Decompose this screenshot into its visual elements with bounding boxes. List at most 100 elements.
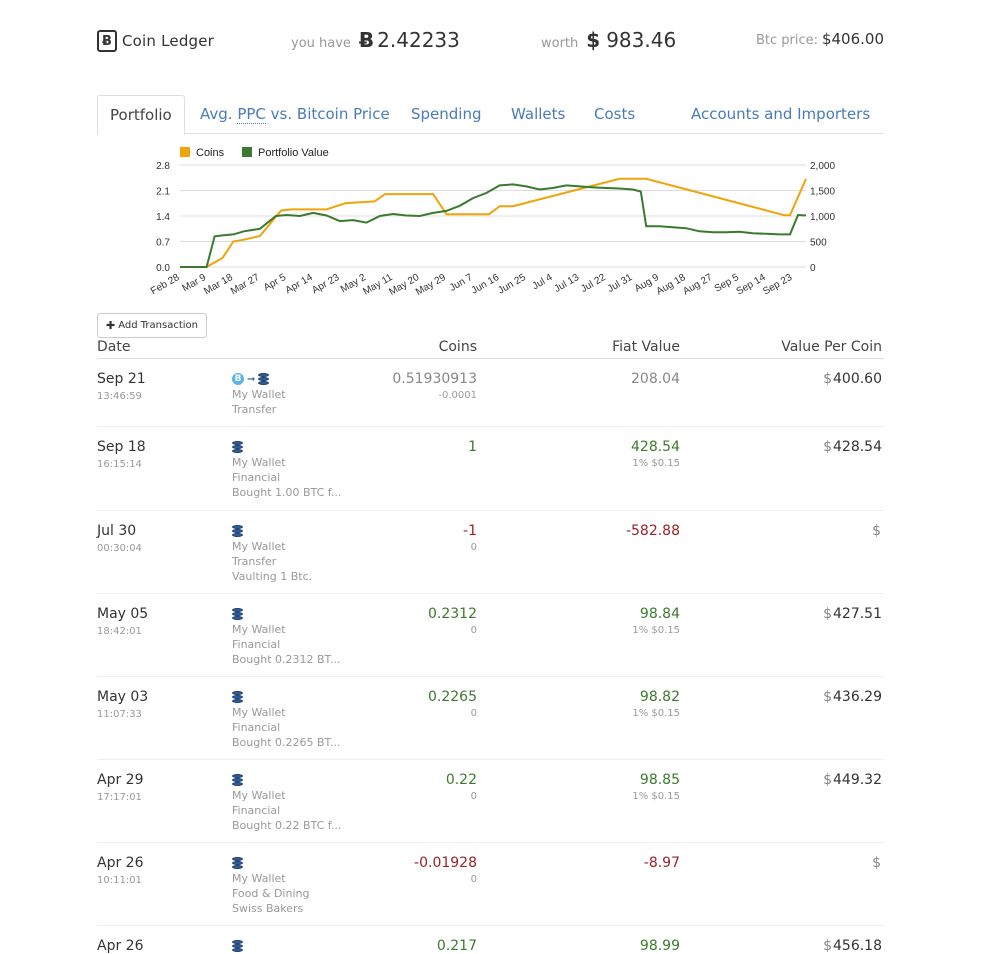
row-coins: 0.2265 — [428, 689, 477, 705]
tab-accounts-importers[interactable]: Accounts and Importers — [691, 95, 870, 134]
row-coins-fee: 0 — [470, 791, 477, 802]
description-line: My Wallet — [232, 388, 286, 401]
description-line: My Wallet — [232, 540, 286, 553]
row-value-per-coin: $ — [872, 523, 882, 539]
tab-spending[interactable]: Spending — [411, 95, 482, 134]
row-description — [232, 938, 243, 954]
legend-swatch-portfolio — [242, 147, 252, 157]
y-right-tick-label: 2,000 — [810, 161, 835, 172]
coins-series-line — [180, 177, 807, 268]
row-fiat: 98.84 — [639, 606, 680, 622]
x-tick-label: Mar 27 — [229, 272, 262, 297]
wallet-coins-icon — [232, 441, 243, 453]
x-tick-label: Feb 28 — [149, 272, 182, 297]
description-line: Swiss Bakers — [232, 902, 304, 915]
row-icons — [232, 523, 312, 539]
row-vpc-value: 436.29 — [833, 689, 882, 705]
description-line: Bought 0.2312 BT... — [232, 653, 341, 666]
row-value-per-coin: $436.29 — [823, 689, 882, 705]
table-row[interactable]: Jul 30 00:30:04 My Wallet Transfer Vaulting … — [97, 511, 884, 594]
x-tick-label: Apr 14 — [284, 272, 315, 296]
y-right-tick-label: 1,000 — [810, 212, 835, 223]
table-row[interactable]: Apr 26 0.217 98.99 $456.18 — [97, 926, 884, 954]
tab-costs-label: Costs — [594, 105, 636, 123]
row-fiat: 98.85 — [639, 772, 680, 788]
row-fiat-fee: 1% $0.15 — [632, 708, 680, 719]
tab-costs[interactable]: Costs — [594, 95, 635, 134]
portfolio-chart: 0.0 0.7 1.4 2.1 2.8 0 500 1,000 1,500 2,000 Feb 28… — [140, 140, 860, 308]
wallet-coins-icon — [232, 525, 243, 537]
dollar-sign: $ — [823, 371, 832, 387]
description-line: Food & Dining — [232, 887, 310, 900]
header-value-per-coin[interactable]: Value Per Coin — [781, 339, 882, 355]
btc-price-label: Btc price: — [755, 33, 818, 48]
row-icons — [232, 772, 341, 788]
row-value-per-coin: $400.60 — [823, 371, 882, 387]
row-fiat-fee: 1% $0.15 — [632, 625, 680, 636]
bitcoin-logo-icon: Ƀ — [97, 30, 117, 52]
table-header: Date Coins Fiat Value Value Per Coin — [97, 338, 884, 359]
row-fiat: 98.82 — [639, 689, 680, 705]
dollar-sign: $ — [823, 606, 832, 622]
x-tick-label: Jul 31 — [606, 272, 635, 295]
row-fiat-fee: 1% $0.15 — [632, 791, 680, 802]
row-coins-fee: 0 — [470, 874, 477, 885]
dollar-icon: $ — [586, 28, 601, 52]
add-transaction-label: Add Transaction — [118, 320, 198, 331]
row-vpc-value: 456.18 — [833, 938, 882, 954]
tab-avg-ppc-suffix: vs. Bitcoin Price — [265, 105, 390, 123]
row-time: 18:42:01 — [97, 626, 142, 637]
row-coins: 0.217 — [436, 938, 477, 954]
header-date[interactable]: Date — [97, 339, 131, 355]
tab-avg-ppc-prefix: Avg. — [200, 105, 238, 123]
wallet-coins-icon — [258, 373, 270, 385]
x-tick-label: May 29 — [414, 272, 448, 298]
row-time: 10:11:01 — [97, 875, 142, 886]
description-line: Bought 0.22 BTC f... — [232, 819, 342, 832]
table-row[interactable]: May 05 18:42:01 My Wallet Financial Bought 0… — [97, 594, 884, 677]
tab-wallets[interactable]: Wallets — [511, 95, 565, 134]
row-vpc-value: 427.51 — [833, 606, 882, 622]
brand[interactable]: Ƀ Coin Ledger — [97, 30, 214, 52]
row-coins-fee: 0 — [470, 542, 477, 553]
row-fiat-fee: 1% $0.15 — [632, 458, 680, 469]
y-left-tick-label: 2.1 — [156, 187, 170, 198]
table-row[interactable]: May 03 11:07:33 My Wallet Financial Bought 0… — [97, 677, 884, 760]
description-line: My Wallet — [232, 789, 286, 802]
row-fiat: 428.54 — [631, 439, 680, 455]
description-line: My Wallet — [232, 872, 286, 885]
header-fiat[interactable]: Fiat Value — [612, 339, 680, 355]
row-fiat: -582.88 — [625, 523, 680, 539]
table-row[interactable]: Sep 18 16:15:14 My Wallet Financial Bought 1… — [97, 427, 884, 511]
table-row[interactable]: Sep 21 13:46:59 B ➞ My Wallet Transfer 0.51930… — [97, 359, 884, 427]
row-time: 16:15:14 — [97, 459, 142, 470]
description-line: My Wallet — [232, 623, 286, 636]
description-line: Bought 0.2265 BT... — [232, 736, 341, 749]
table-row[interactable]: Apr 26 10:11:01 My Wallet Food & Dining Swis… — [97, 843, 884, 926]
tab-avg-ppc[interactable]: Avg. PPC vs. Bitcoin Price — [200, 95, 390, 134]
x-tick-label: Mar 18 — [202, 272, 235, 297]
row-value-per-coin: $456.18 — [823, 938, 882, 954]
y-right-tick-label: 500 — [810, 238, 827, 249]
arrow-right-icon: ➞ — [247, 373, 256, 385]
row-coins: 0.51930913 — [392, 371, 477, 387]
row-description: B ➞ My Wallet Transfer — [232, 371, 286, 417]
ppc-abbr: PPC — [237, 105, 266, 124]
x-tick-label: Jul 22 — [579, 272, 608, 295]
table-row[interactable]: Apr 29 17:17:01 My Wallet Financial Bought 0… — [97, 760, 884, 843]
description-line: Transfer — [232, 555, 277, 568]
description-line: Bought 1.00 BTC f... — [232, 486, 342, 499]
add-transaction-button[interactable]: ✚ Add Transaction — [97, 313, 207, 338]
description-line: Financial — [232, 471, 281, 484]
description-line: My Wallet — [232, 456, 286, 469]
header-coins[interactable]: Coins — [438, 339, 477, 355]
row-date: Apr 26 — [97, 855, 144, 871]
y-right-tick-label: 1,500 — [810, 187, 835, 198]
row-value-per-coin: $ — [872, 855, 882, 871]
tab-portfolio[interactable]: Portfolio — [97, 95, 185, 135]
row-date: Jul 30 — [97, 523, 137, 539]
description-line: Transfer — [232, 403, 277, 416]
wallet-coins-icon — [232, 691, 243, 703]
top-header: Ƀ Coin Ledger you have Ƀ 2.42233 worth $… — [97, 26, 884, 56]
row-icons — [232, 938, 243, 954]
